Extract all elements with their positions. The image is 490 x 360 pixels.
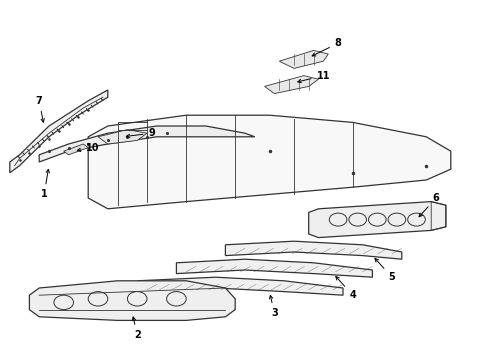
Text: 7: 7 xyxy=(36,96,45,122)
Text: 1: 1 xyxy=(41,170,49,199)
Text: 3: 3 xyxy=(270,295,278,318)
Text: 9: 9 xyxy=(126,128,155,138)
Polygon shape xyxy=(265,76,318,94)
Polygon shape xyxy=(88,115,451,209)
Polygon shape xyxy=(309,202,446,238)
Polygon shape xyxy=(10,90,108,173)
Polygon shape xyxy=(98,130,147,144)
Polygon shape xyxy=(176,259,372,277)
Text: 2: 2 xyxy=(132,317,141,340)
Polygon shape xyxy=(225,241,402,259)
Polygon shape xyxy=(29,281,235,320)
Text: 6: 6 xyxy=(419,193,440,217)
Polygon shape xyxy=(137,277,343,295)
Polygon shape xyxy=(279,50,328,68)
Text: 4: 4 xyxy=(336,276,356,300)
Text: 10: 10 xyxy=(77,143,100,153)
Text: 8: 8 xyxy=(312,38,342,56)
Polygon shape xyxy=(39,126,255,162)
Text: 5: 5 xyxy=(375,258,395,282)
Polygon shape xyxy=(64,144,88,155)
Text: 11: 11 xyxy=(298,71,330,83)
